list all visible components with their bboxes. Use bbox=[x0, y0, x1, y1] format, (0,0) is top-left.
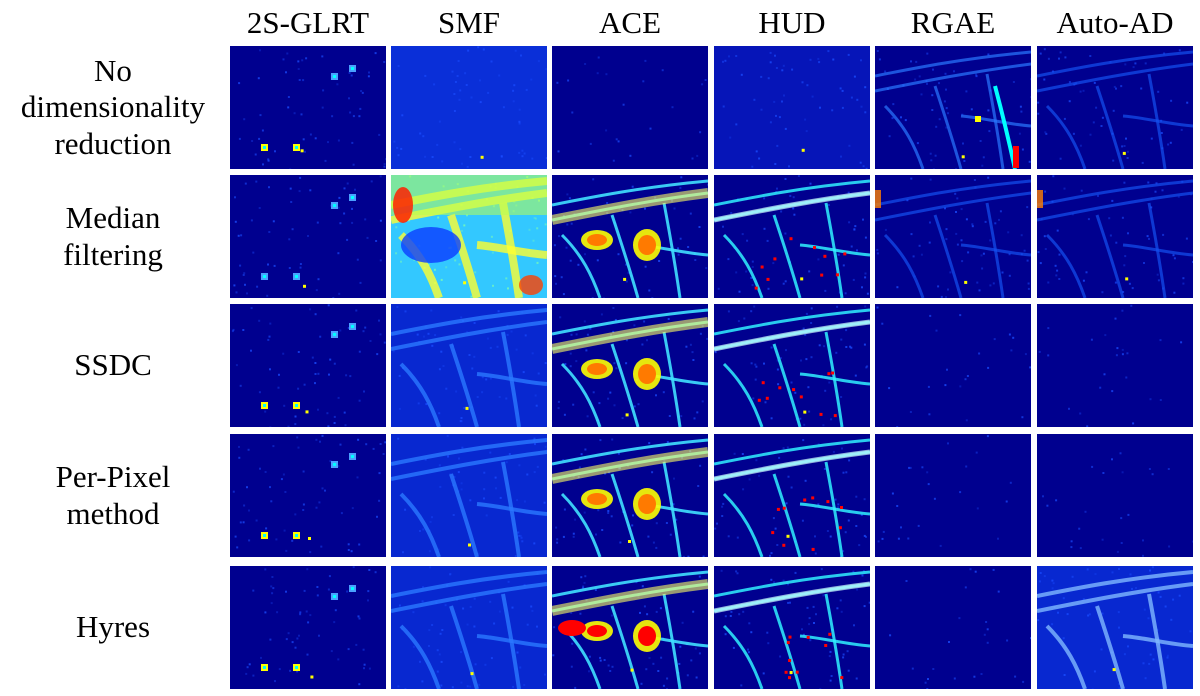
heatmap-image bbox=[1037, 566, 1193, 689]
heatmap-image bbox=[1037, 175, 1193, 298]
heatmap-image bbox=[875, 434, 1031, 557]
row-label-hyres: Hyres bbox=[0, 566, 226, 689]
heatmap-image bbox=[714, 304, 870, 427]
detection-map-hyres-autoad bbox=[1037, 566, 1193, 689]
heatmap-image bbox=[714, 175, 870, 298]
detection-map-perpixel-autoad bbox=[1037, 434, 1193, 557]
detection-map-none-ace bbox=[552, 46, 708, 169]
heatmap-image bbox=[391, 566, 547, 689]
detection-map-ssdc-smf bbox=[391, 304, 547, 427]
heatmap-image bbox=[230, 566, 386, 689]
heatmap-image bbox=[875, 46, 1031, 169]
heatmap-image bbox=[714, 46, 870, 169]
row-label-ssdc: SSDC bbox=[0, 304, 226, 427]
detection-map-ssdc-glrt bbox=[230, 304, 386, 427]
row-label-line: dimensionality bbox=[20, 89, 206, 125]
detection-map-none-rgae bbox=[875, 46, 1031, 169]
detection-map-median-glrt bbox=[230, 175, 386, 298]
detection-map-hyres-hud bbox=[714, 566, 870, 689]
heatmap-image bbox=[552, 434, 708, 557]
heatmap-image bbox=[391, 434, 547, 557]
heatmap-image bbox=[230, 46, 386, 169]
detection-map-median-autoad bbox=[1037, 175, 1193, 298]
heatmap-image bbox=[875, 566, 1031, 689]
detection-map-perpixel-ace bbox=[552, 434, 708, 557]
row-label-line: Per-Pixel bbox=[55, 459, 171, 495]
detection-map-hyres-ace bbox=[552, 566, 708, 689]
heatmap-image bbox=[1037, 46, 1193, 169]
row-label-perpixel: Per-Pixel method bbox=[0, 434, 226, 557]
detection-map-perpixel-smf bbox=[391, 434, 547, 557]
heatmap-image bbox=[230, 434, 386, 557]
row-label-line: filtering bbox=[63, 236, 163, 272]
detection-map-perpixel-hud bbox=[714, 434, 870, 557]
heatmap-image bbox=[552, 175, 708, 298]
row-label-none: No dimensionality reduction bbox=[0, 46, 226, 169]
heatmap-image bbox=[552, 566, 708, 689]
row-label-line: No bbox=[94, 53, 132, 89]
column-header-autoad: Auto-AD bbox=[1056, 4, 1174, 40]
heatmap-image bbox=[391, 46, 547, 169]
heatmap-image bbox=[391, 304, 547, 427]
detection-map-hyres-glrt bbox=[230, 566, 386, 689]
detection-map-perpixel-rgae bbox=[875, 434, 1031, 557]
column-header-smf: SMF bbox=[437, 4, 501, 40]
heatmap-image bbox=[714, 434, 870, 557]
detection-map-ssdc-ace bbox=[552, 304, 708, 427]
column-header-ace: ACE bbox=[599, 4, 661, 40]
detection-map-hyres-smf bbox=[391, 566, 547, 689]
column-header-hud: HUD bbox=[758, 4, 826, 40]
heatmap-image bbox=[230, 175, 386, 298]
detection-map-median-smf bbox=[391, 175, 547, 298]
row-label-line: Hyres bbox=[75, 609, 151, 645]
detection-map-perpixel-glrt bbox=[230, 434, 386, 557]
column-header-glrt: 2S-GLRT bbox=[246, 4, 370, 40]
detection-map-hyres-rgae bbox=[875, 566, 1031, 689]
row-label-line: method bbox=[66, 495, 160, 531]
detection-map-none-smf bbox=[391, 46, 547, 169]
heatmap-image bbox=[875, 304, 1031, 427]
row-label-line: Median bbox=[65, 200, 161, 236]
heatmap-image bbox=[875, 175, 1031, 298]
heatmap-image bbox=[714, 566, 870, 689]
heatmap-image bbox=[1037, 304, 1193, 427]
column-header-rgae: RGAE bbox=[910, 4, 996, 40]
row-label-line: SSDC bbox=[74, 347, 152, 383]
heatmap-image bbox=[552, 46, 708, 169]
detection-map-median-rgae bbox=[875, 175, 1031, 298]
heatmap-image bbox=[1037, 434, 1193, 557]
detection-map-median-ace bbox=[552, 175, 708, 298]
row-label-line: reduction bbox=[54, 125, 172, 161]
detection-map-median-hud bbox=[714, 175, 870, 298]
detection-map-none-autoad bbox=[1037, 46, 1193, 169]
detection-map-ssdc-rgae bbox=[875, 304, 1031, 427]
row-label-median: Median filtering bbox=[0, 175, 226, 298]
detection-map-ssdc-autoad bbox=[1037, 304, 1193, 427]
heatmap-image bbox=[391, 175, 547, 298]
heatmap-image bbox=[552, 304, 708, 427]
detection-map-none-glrt bbox=[230, 46, 386, 169]
heatmap-image bbox=[230, 304, 386, 427]
detection-map-none-hud bbox=[714, 46, 870, 169]
detection-map-ssdc-hud bbox=[714, 304, 870, 427]
